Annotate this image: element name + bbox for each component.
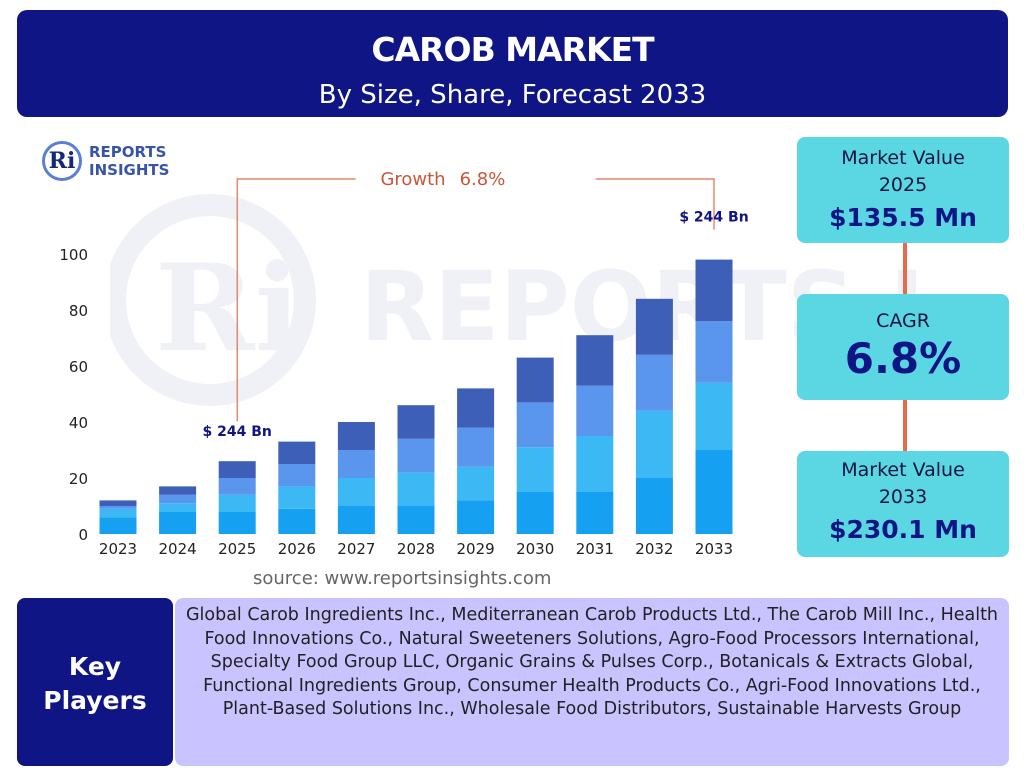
market-value-2025-value: $135.5 Mn (829, 203, 977, 232)
market-value-2033-label-2: 2033 (878, 486, 928, 508)
growth-value: 6.8% (460, 169, 506, 190)
logo-text: REPORTS INSIGHTS (89, 143, 170, 179)
panel-connector-top (903, 243, 907, 295)
page-subtitle: By Size, Share, Forecast 2033 (318, 80, 707, 110)
market-value-2025-card: Market Value 2025 $135.5 Mn (797, 137, 1009, 243)
bar-segment (337, 422, 375, 450)
x-tick-label: 2024 (159, 540, 197, 558)
x-tick-label: 2029 (457, 540, 495, 558)
bar-segment (635, 298, 673, 355)
x-tick-label: 2030 (516, 540, 554, 558)
y-tick-label: 80 (69, 302, 88, 320)
x-tick-label: 2031 (576, 540, 614, 558)
market-value-2025-label-1: Market Value (841, 147, 965, 169)
y-tick-label: 60 (69, 358, 88, 376)
bar-segment (516, 492, 554, 534)
key-players-list: Global Carob Ingredients Inc., Mediterra… (175, 598, 1009, 766)
bar-segment (99, 500, 137, 506)
bar-segment (695, 259, 733, 322)
bar-segment (218, 511, 256, 534)
bar-segment (635, 478, 673, 534)
bar-segment (278, 441, 316, 464)
bar-segment (99, 517, 137, 534)
bar-segment (457, 388, 495, 428)
bar-segment (159, 486, 197, 495)
x-tick-label: 2023 (99, 540, 137, 558)
y-axis: 0 20 40 60 80 100 (59, 246, 88, 544)
bar-segment (635, 410, 673, 478)
bar-segment (457, 427, 495, 467)
bar-segment (635, 354, 673, 411)
start-value-label: $ 244 Bn (203, 424, 272, 440)
bar-segment (457, 466, 495, 501)
key-players-heading: Key Players (43, 652, 147, 715)
bar-segment (695, 450, 733, 534)
cagr-card: CAGR 6.8% (797, 294, 1009, 400)
bar-segment (159, 503, 197, 512)
x-tick-label: 2025 (218, 540, 256, 558)
market-value-2033-card: Market Value 2033 $230.1 Mn (797, 451, 1009, 557)
end-value-label: $ 244 Bn (679, 210, 748, 226)
growth-label: Growth (380, 169, 445, 190)
market-value-2033-label-1: Market Value (841, 459, 965, 481)
y-tick-label: 20 (69, 470, 88, 488)
source-note: source: www.reportsinsights.com (253, 568, 552, 589)
x-tick-label: 2028 (397, 540, 435, 558)
page-title: CAROB MARKET (371, 30, 654, 69)
market-value-2025-label-2: 2025 (878, 174, 928, 196)
bar-segment (695, 321, 733, 383)
bar-segment (457, 500, 495, 534)
bar-segment (576, 385, 614, 436)
bar-segment (218, 461, 256, 478)
x-tick-label: 2033 (695, 540, 733, 558)
bar-segment (337, 450, 375, 478)
bar-segment (337, 506, 375, 534)
logo: Ri REPORTS INSIGHTS (42, 141, 182, 185)
bar-segment (397, 472, 435, 506)
growth-annotation: Growth 6.8% $ 244 Bn $ 244 Bn (203, 169, 749, 440)
x-tick-label: 2032 (635, 540, 673, 558)
y-tick-label: 0 (78, 526, 88, 544)
bar-segment (337, 478, 375, 506)
bar-segment (516, 357, 554, 403)
cagr-label: CAGR (876, 310, 930, 332)
header-banner: CAROB MARKET By Size, Share, Forecast 20… (17, 10, 1008, 117)
bar-segment (576, 492, 614, 534)
x-tick-label: 2026 (278, 540, 316, 558)
bar-segment (576, 436, 614, 492)
bar-segment (159, 494, 197, 504)
cagr-value: 6.8% (844, 334, 962, 383)
bar-segment (159, 511, 197, 534)
panel-connector-bottom (903, 400, 907, 452)
bar-segment (218, 494, 256, 512)
x-tick-label: 2027 (337, 540, 375, 558)
growth-bracket-line (236, 178, 715, 422)
bar-segment (695, 382, 733, 450)
y-tick-label: 40 (69, 414, 88, 432)
key-players-heading-box: Key Players (17, 598, 173, 766)
bar-segment (516, 447, 554, 492)
logo-mark: Ri (42, 141, 82, 181)
bars (99, 259, 733, 534)
bar-segment (397, 506, 435, 534)
bar-segment (278, 508, 316, 534)
bar-segment (516, 402, 554, 448)
bar-segment (99, 508, 137, 518)
bar-segment (397, 438, 435, 473)
x-axis: 2023 2024 2025 2026 2027 2028 2029 2030 2031 2032… (99, 540, 733, 558)
bar-segment (397, 405, 435, 439)
y-tick-label: 100 (59, 246, 88, 264)
market-value-2033-value: $230.1 Mn (829, 515, 977, 544)
bar-segment (278, 486, 316, 509)
bar-segment (278, 464, 316, 487)
bar-segment (99, 506, 137, 509)
bar-segment (218, 478, 256, 495)
bar-segment (576, 335, 614, 386)
